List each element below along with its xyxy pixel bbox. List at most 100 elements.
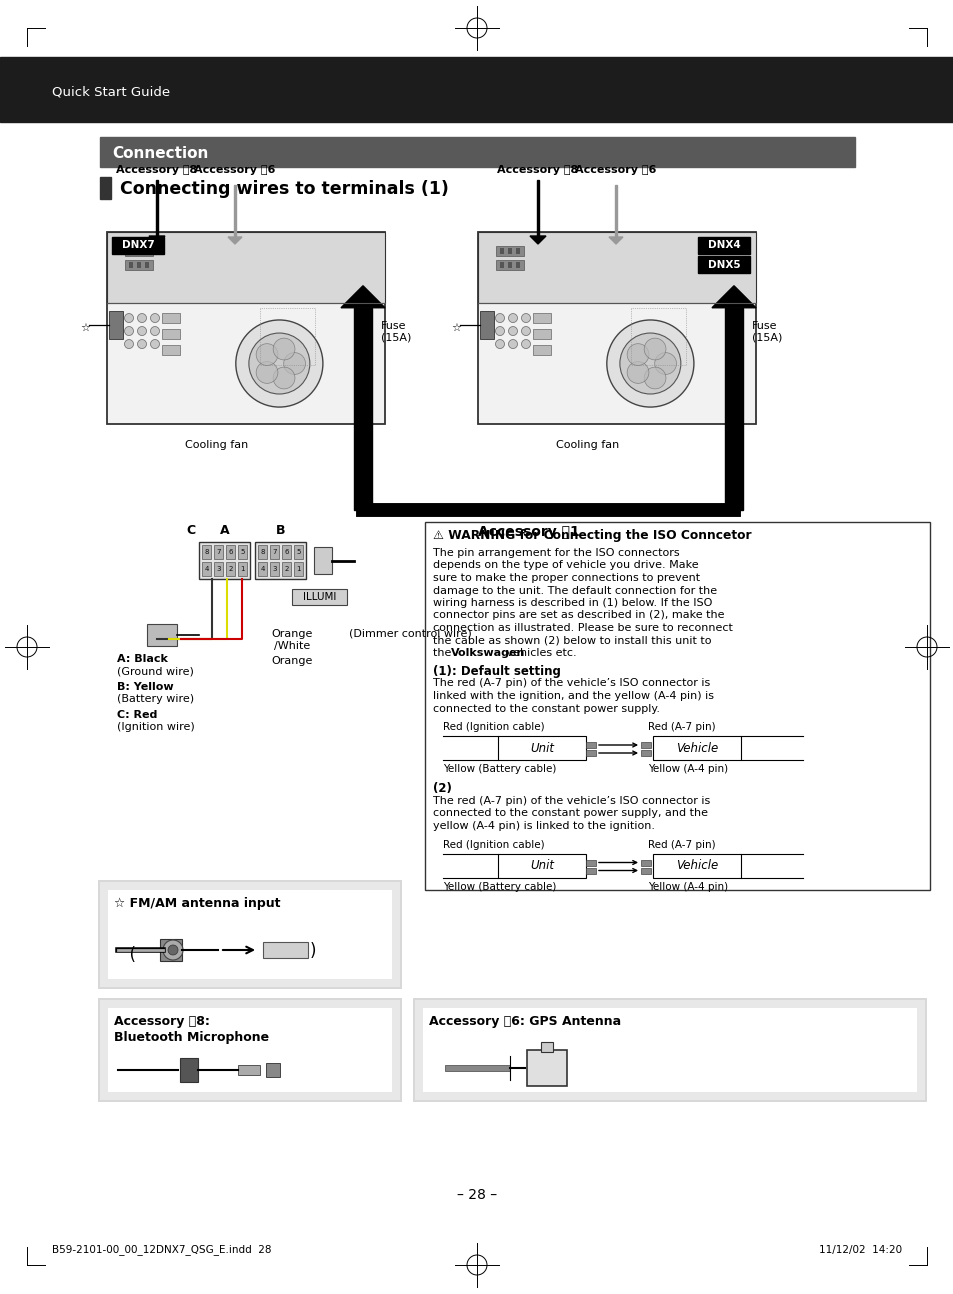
Bar: [213, 562, 223, 576]
Text: 1: 1: [240, 565, 245, 572]
Polygon shape: [228, 237, 242, 245]
Bar: [585, 741, 596, 748]
Bar: [98, 880, 401, 989]
Bar: [162, 329, 180, 339]
Circle shape: [249, 333, 310, 393]
Circle shape: [125, 313, 133, 322]
Text: connector pins are set as described in (2), make the: connector pins are set as described in (…: [433, 611, 723, 621]
Bar: [162, 345, 180, 355]
Polygon shape: [149, 236, 165, 245]
Text: 5: 5: [296, 549, 300, 555]
Bar: [499, 261, 503, 268]
Bar: [237, 545, 247, 559]
Bar: [237, 562, 247, 576]
Text: Accessory 6: GPS Antenna: Accessory 6: GPS Antenna: [429, 1016, 620, 1029]
Bar: [107, 232, 385, 303]
Bar: [698, 256, 749, 273]
Text: the: the: [433, 648, 455, 659]
Text: A: Black: A: Black: [117, 653, 168, 664]
Text: 2: 2: [228, 565, 233, 572]
Text: 8: 8: [204, 549, 209, 555]
Text: Unit: Unit: [530, 859, 554, 872]
Bar: [100, 137, 854, 167]
Bar: [540, 1042, 553, 1052]
Bar: [270, 562, 278, 576]
Bar: [479, 311, 494, 339]
Bar: [585, 859, 596, 866]
Text: yellow (A-4 pin) is linked to the ignition.: yellow (A-4 pin) is linked to the igniti…: [433, 820, 655, 831]
Text: (Ground wire): (Ground wire): [117, 666, 193, 675]
Text: connected to the constant power supply, and the: connected to the constant power supply, …: [433, 809, 707, 819]
Bar: [640, 741, 650, 748]
Text: (Ignition wire): (Ignition wire): [117, 722, 194, 732]
Text: Cooling fan: Cooling fan: [185, 440, 249, 450]
Text: A: A: [219, 524, 229, 537]
Bar: [477, 232, 755, 303]
Bar: [107, 232, 385, 424]
Text: B: Yellow: B: Yellow: [117, 682, 173, 692]
Text: Accessory 1: Accessory 1: [477, 525, 578, 540]
Bar: [282, 562, 291, 576]
Circle shape: [626, 361, 648, 383]
Bar: [533, 345, 551, 355]
Bar: [537, 180, 538, 236]
Bar: [516, 248, 519, 254]
Text: 8: 8: [260, 549, 265, 555]
Text: Quick Start Guide: Quick Start Guide: [52, 85, 170, 98]
Polygon shape: [608, 237, 622, 245]
Circle shape: [619, 333, 680, 393]
Bar: [354, 308, 372, 510]
Bar: [266, 1062, 280, 1077]
Text: B59-2101-00_00_12DNX7_QSG_E.indd  28: B59-2101-00_00_12DNX7_QSG_E.indd 28: [52, 1245, 272, 1255]
Circle shape: [643, 367, 665, 389]
Text: 4: 4: [260, 565, 264, 572]
Bar: [233, 185, 236, 237]
Bar: [129, 248, 132, 254]
Bar: [0, 57, 953, 122]
Bar: [640, 867, 650, 873]
Bar: [630, 308, 686, 365]
Text: ☆: ☆: [451, 324, 460, 333]
Text: (2): (2): [433, 782, 452, 795]
Circle shape: [626, 344, 648, 365]
Bar: [145, 248, 149, 254]
Circle shape: [508, 326, 517, 335]
Text: Red (A-7 pin): Red (A-7 pin): [647, 722, 715, 732]
Bar: [413, 998, 926, 1102]
Bar: [155, 180, 158, 236]
Bar: [137, 261, 141, 268]
Bar: [202, 545, 211, 559]
Circle shape: [273, 367, 294, 389]
Circle shape: [151, 313, 159, 322]
Bar: [137, 248, 141, 254]
Circle shape: [508, 339, 517, 348]
Text: DNX5: DNX5: [707, 260, 740, 269]
Polygon shape: [530, 236, 545, 245]
Text: The pin arrangement for the ISO connectors: The pin arrangement for the ISO connecto…: [433, 547, 679, 558]
Bar: [477, 232, 755, 424]
Circle shape: [137, 313, 147, 322]
Bar: [106, 888, 397, 985]
Bar: [294, 562, 303, 576]
Text: DNX7: DNX7: [121, 241, 154, 251]
Circle shape: [168, 945, 178, 955]
Bar: [226, 562, 234, 576]
Text: Accessory 6: Accessory 6: [575, 166, 656, 175]
Text: 6: 6: [284, 549, 289, 555]
Text: vehicles etc.: vehicles etc.: [502, 648, 576, 659]
Bar: [108, 890, 392, 980]
Bar: [496, 246, 523, 256]
Bar: [199, 542, 250, 578]
Text: Yellow (A-4 pin): Yellow (A-4 pin): [647, 881, 727, 892]
Text: (Battery wire): (Battery wire): [117, 694, 193, 704]
Bar: [160, 939, 182, 961]
Bar: [213, 545, 223, 559]
Text: B: B: [275, 524, 285, 537]
Bar: [652, 736, 740, 760]
Bar: [496, 260, 523, 270]
Circle shape: [521, 339, 530, 348]
Bar: [237, 1065, 260, 1075]
Text: connected to the constant power supply.: connected to the constant power supply.: [433, 704, 659, 713]
Text: Vehicle: Vehicle: [675, 741, 718, 754]
Circle shape: [163, 939, 183, 960]
